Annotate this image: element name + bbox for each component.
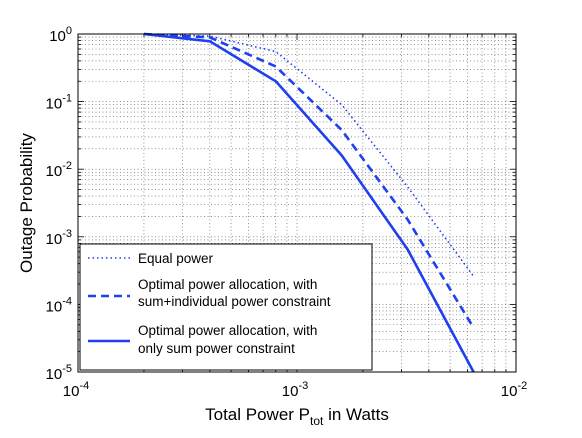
y-tick-label: 10-5 — [46, 363, 72, 383]
y-axis-label: Outage Probability — [17, 133, 36, 273]
x-tick-label: 10-3 — [282, 380, 308, 400]
x-axis-label: Total Power Ptot in Watts — [205, 405, 389, 428]
plot-frame — [77, 33, 517, 373]
legend-label-equal-power: Equal power — [138, 251, 214, 266]
series-lines — [143, 32, 475, 373]
x-tick-label: 10-2 — [501, 380, 527, 400]
y-tick-label: 100 — [49, 25, 72, 45]
legend: Equal power Optimal power allocation, wi… — [79, 243, 373, 371]
grid-lines — [78, 34, 516, 372]
y-tick-label: 10-4 — [46, 295, 72, 315]
y-tick-label: 10-3 — [46, 228, 72, 248]
series-line-dotted — [143, 33, 475, 277]
series-line-solid — [143, 32, 475, 373]
legend-label-sum-individual-line2: sum+individual power constraint — [138, 294, 331, 309]
legend-label-sum-only-line2: only sum power constraint — [138, 341, 295, 356]
x-tick-label: 10-4 — [63, 380, 89, 400]
y-tick-label: 10-1 — [46, 93, 72, 113]
y-tick-label: 10-2 — [46, 160, 72, 180]
legend-label-sum-individual-line1: Optimal power allocation, with — [138, 277, 317, 292]
legend-box — [79, 243, 373, 371]
legend-label-sum-only-line1: Optimal power allocation, with — [138, 323, 317, 338]
series-line-dashed — [143, 32, 475, 329]
